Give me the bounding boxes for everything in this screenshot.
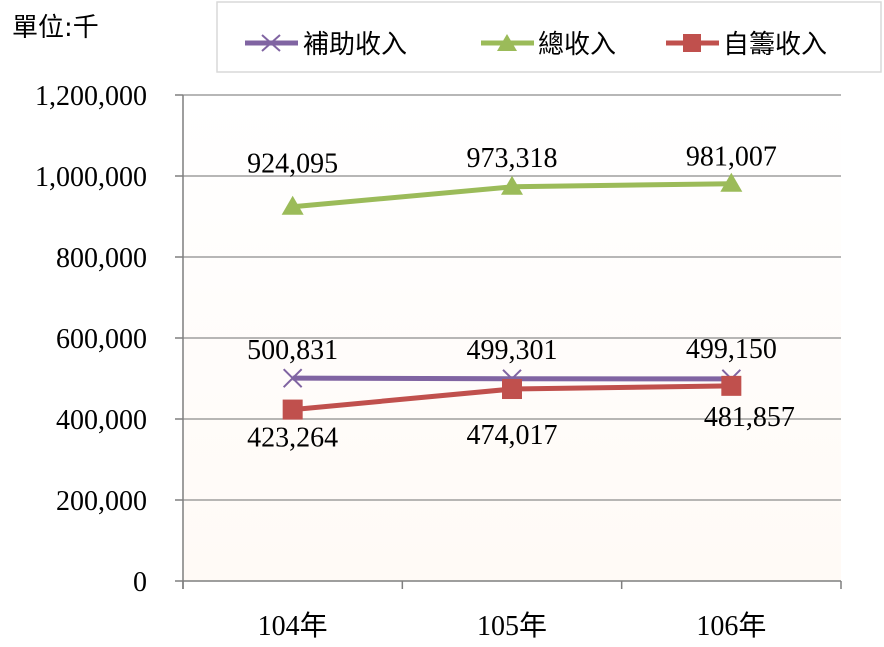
y-tick-label-2: 400,000: [56, 405, 147, 436]
legend-label-self: 自籌收入: [723, 30, 827, 60]
data-label-s2-p1: 474,017: [467, 420, 558, 451]
marker-s1-p1: [501, 175, 523, 195]
data-label-s2-p2: 481,857: [704, 402, 795, 433]
marker-s1-p0: [281, 195, 304, 215]
y-axis-tick-labels: 0 200,000 400,000 600,000 800,000 1,000,000 1,…: [35, 81, 147, 598]
data-label-s1-p0: 924,095: [247, 149, 338, 180]
legend-item-self: 自籌收入: [666, 30, 827, 60]
axes: [175, 94, 842, 589]
marker-s2-p1: [502, 379, 522, 400]
legend-item-subsidy: 補助收入: [245, 30, 407, 60]
marker-s0-p0: [282, 368, 303, 388]
marker-s1-p2: [720, 172, 743, 192]
marker-s2-p0: [282, 399, 303, 420]
y-tick-label-4: 800,000: [56, 243, 147, 274]
y-tick-label-3: 600,000: [56, 324, 147, 355]
data-label-s1-p2: 981,007: [686, 142, 777, 173]
marker-s2-p2: [721, 375, 742, 396]
y-tick-label-6: 1,200,000: [35, 81, 147, 112]
legend-marker-subsidy: [261, 34, 281, 52]
y-tick-label-1: 200,000: [56, 486, 147, 517]
legend-label-total: 總收入: [538, 30, 616, 60]
legend: 補助收入 總收入 自籌收入: [216, 1, 882, 73]
x-tick-label-1: 105年: [477, 610, 547, 642]
data-label-s1-p1: 973,318: [467, 143, 558, 174]
unit-label: 單位:千: [12, 13, 99, 43]
legend-item-total: 總收入: [481, 30, 616, 60]
x-tick-label-2: 106年: [696, 610, 766, 642]
legend-frame: [216, 1, 882, 73]
y-tick-label-0: 0: [133, 567, 147, 598]
data-label-s0-p0: 500,831: [247, 335, 338, 366]
legend-label-subsidy: 補助收入: [303, 30, 407, 60]
data-label-s0-p2: 499,150: [686, 334, 777, 365]
legend-marker-total: [497, 34, 517, 51]
series-markers: [281, 172, 743, 420]
legend-marker-self: [683, 34, 701, 52]
data-label-s2-p0: 423,264: [247, 423, 338, 454]
data-label-s0-p1: 499,301: [467, 335, 558, 366]
x-tick-label-0: 104年: [258, 610, 328, 642]
x-axis-tick-labels: 104年 105年 106年: [258, 610, 767, 642]
data-labels: 500,831 499,301 499,150 924,095 973,318 981,0…: [247, 142, 795, 454]
y-tick-label-5: 1,000,000: [35, 162, 147, 193]
